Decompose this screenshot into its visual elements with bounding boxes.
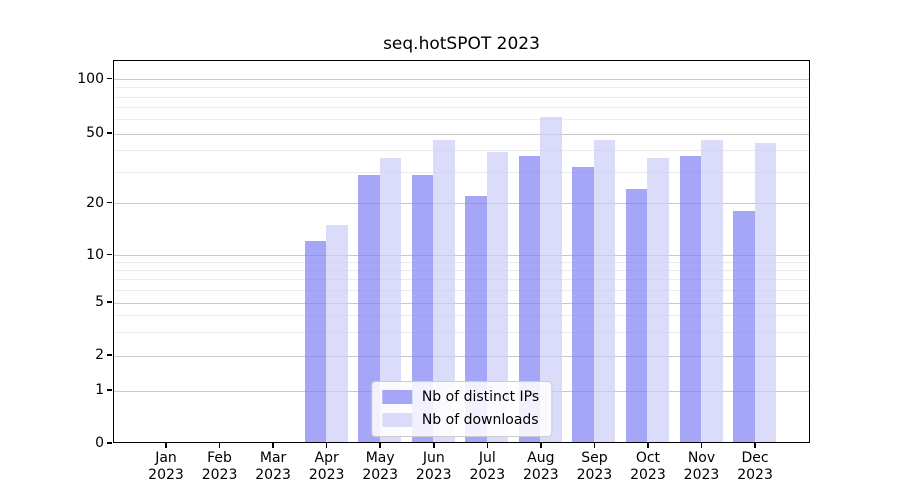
legend-label-distinct-ips: Nb of distinct IPs — [421, 389, 540, 405]
bar-downloads-oct — [647, 158, 669, 442]
x-tick-mark-mar — [272, 443, 274, 448]
bar-distinct-ips-oct — [625, 189, 648, 442]
gridline-50 — [114, 133, 809, 135]
gridline-5 — [114, 302, 809, 304]
gridline-20 — [114, 203, 809, 204]
gridline-70 — [114, 107, 809, 109]
bar-distinct-ips-aug — [518, 156, 541, 442]
gridline-10 — [114, 255, 809, 256]
bar-downloads-may — [379, 158, 402, 442]
x-tick-label-nov: Nov 2023 — [683, 450, 720, 483]
y-tick-mark-50 — [107, 132, 112, 134]
x-tick-label-jan: Jan 2023 — [148, 450, 184, 483]
x-tick-mark-jul — [486, 443, 489, 448]
y-tick-mark-100 — [107, 77, 112, 80]
y-tick-label-20: 20 — [86, 194, 104, 211]
bar-distinct-ips-dec — [733, 210, 755, 442]
gridline-9 — [114, 262, 809, 264]
x-tick-label-dec: Dec 2023 — [737, 450, 773, 483]
x-tick-mark-jun — [433, 443, 435, 448]
bar-distinct-ips-jul — [465, 195, 487, 442]
bar-downloads-jul — [486, 152, 509, 442]
x-tick-mark-may — [379, 443, 381, 448]
legend-item-distinct-ips: Nb of distinct IPs — [381, 389, 540, 405]
x-tick-mark-feb — [218, 443, 221, 448]
legend-item-downloads: Nb of downloads — [381, 412, 539, 428]
y-tick-label-50: 50 — [86, 125, 104, 141]
gridline-80 — [114, 96, 809, 98]
gridline-90 — [114, 87, 809, 89]
x-tick-label-jun: Jun 2023 — [415, 450, 452, 483]
bar-downloads-aug — [540, 116, 562, 442]
gridline-2 — [114, 355, 809, 357]
y-tick-label-1: 1 — [95, 382, 104, 398]
x-tick-mark-apr — [325, 443, 328, 448]
y-tick-mark-0 — [107, 442, 112, 444]
y-tick-label-5: 5 — [95, 294, 104, 310]
bar-downloads-sep — [593, 139, 616, 442]
x-tick-mark-jan — [165, 443, 167, 448]
gridline-6 — [114, 290, 809, 291]
x-tick-label-apr: Apr 2023 — [308, 450, 345, 483]
y-tick-label-100: 100 — [77, 70, 104, 87]
bar-distinct-ips-nov — [679, 156, 701, 442]
x-tick-mark-aug — [540, 443, 542, 448]
x-tick-label-jul: Jul 2023 — [469, 450, 506, 483]
x-tick-mark-nov — [700, 443, 703, 448]
legend-swatch-distinct-ips — [381, 390, 412, 404]
legend-label-downloads: Nb of downloads — [421, 412, 539, 428]
y-tick-mark-20 — [107, 201, 112, 204]
y-tick-mark-10 — [107, 253, 112, 256]
bar-distinct-ips-apr — [304, 241, 327, 442]
chart-title: seq.hotSPOT 2023 — [383, 34, 540, 54]
bar-distinct-ips-sep — [572, 167, 594, 442]
x-tick-mark-oct — [647, 443, 649, 448]
gridline-40 — [114, 150, 809, 152]
y-tick-mark-5 — [107, 301, 112, 303]
y-tick-label-0: 0 — [95, 435, 104, 451]
y-tick-label-10: 10 — [86, 246, 104, 263]
x-tick-label-oct: Oct 2023 — [630, 450, 666, 483]
y-tick-label-2: 2 — [95, 347, 104, 363]
y-tick-mark-2 — [107, 354, 112, 356]
y-tick-mark-1 — [107, 389, 112, 391]
legend: Nb of distinct IPs Nb of downloads — [370, 381, 553, 437]
gridline-8 — [114, 270, 809, 272]
bar-downloads-dec — [754, 143, 777, 442]
gridline-7 — [114, 279, 809, 281]
plot-area: Nb of distinct IPs Nb of downloads — [113, 60, 810, 443]
x-tick-label-mar: Mar 2023 — [255, 450, 291, 483]
bar-distinct-ips-may — [358, 174, 380, 442]
x-tick-mark-sep — [593, 443, 596, 448]
gridline-4 — [114, 315, 809, 317]
bar-downloads-apr — [326, 224, 348, 442]
x-tick-label-sep: Sep 2023 — [576, 450, 613, 483]
gridline-30 — [114, 172, 809, 174]
legend-swatch-downloads — [381, 413, 412, 427]
x-tick-label-may: May 2023 — [362, 450, 398, 483]
x-tick-label-feb: Feb 2023 — [201, 450, 238, 483]
gridline-60 — [114, 119, 809, 121]
gridline-3 — [114, 332, 809, 334]
bar-downloads-jun — [433, 139, 455, 442]
gridline-100 — [114, 79, 809, 80]
x-tick-mark-dec — [754, 443, 756, 448]
bar-distinct-ips-jun — [411, 174, 434, 442]
bar-downloads-nov — [701, 139, 723, 442]
x-tick-label-aug: Aug 2023 — [523, 450, 559, 483]
